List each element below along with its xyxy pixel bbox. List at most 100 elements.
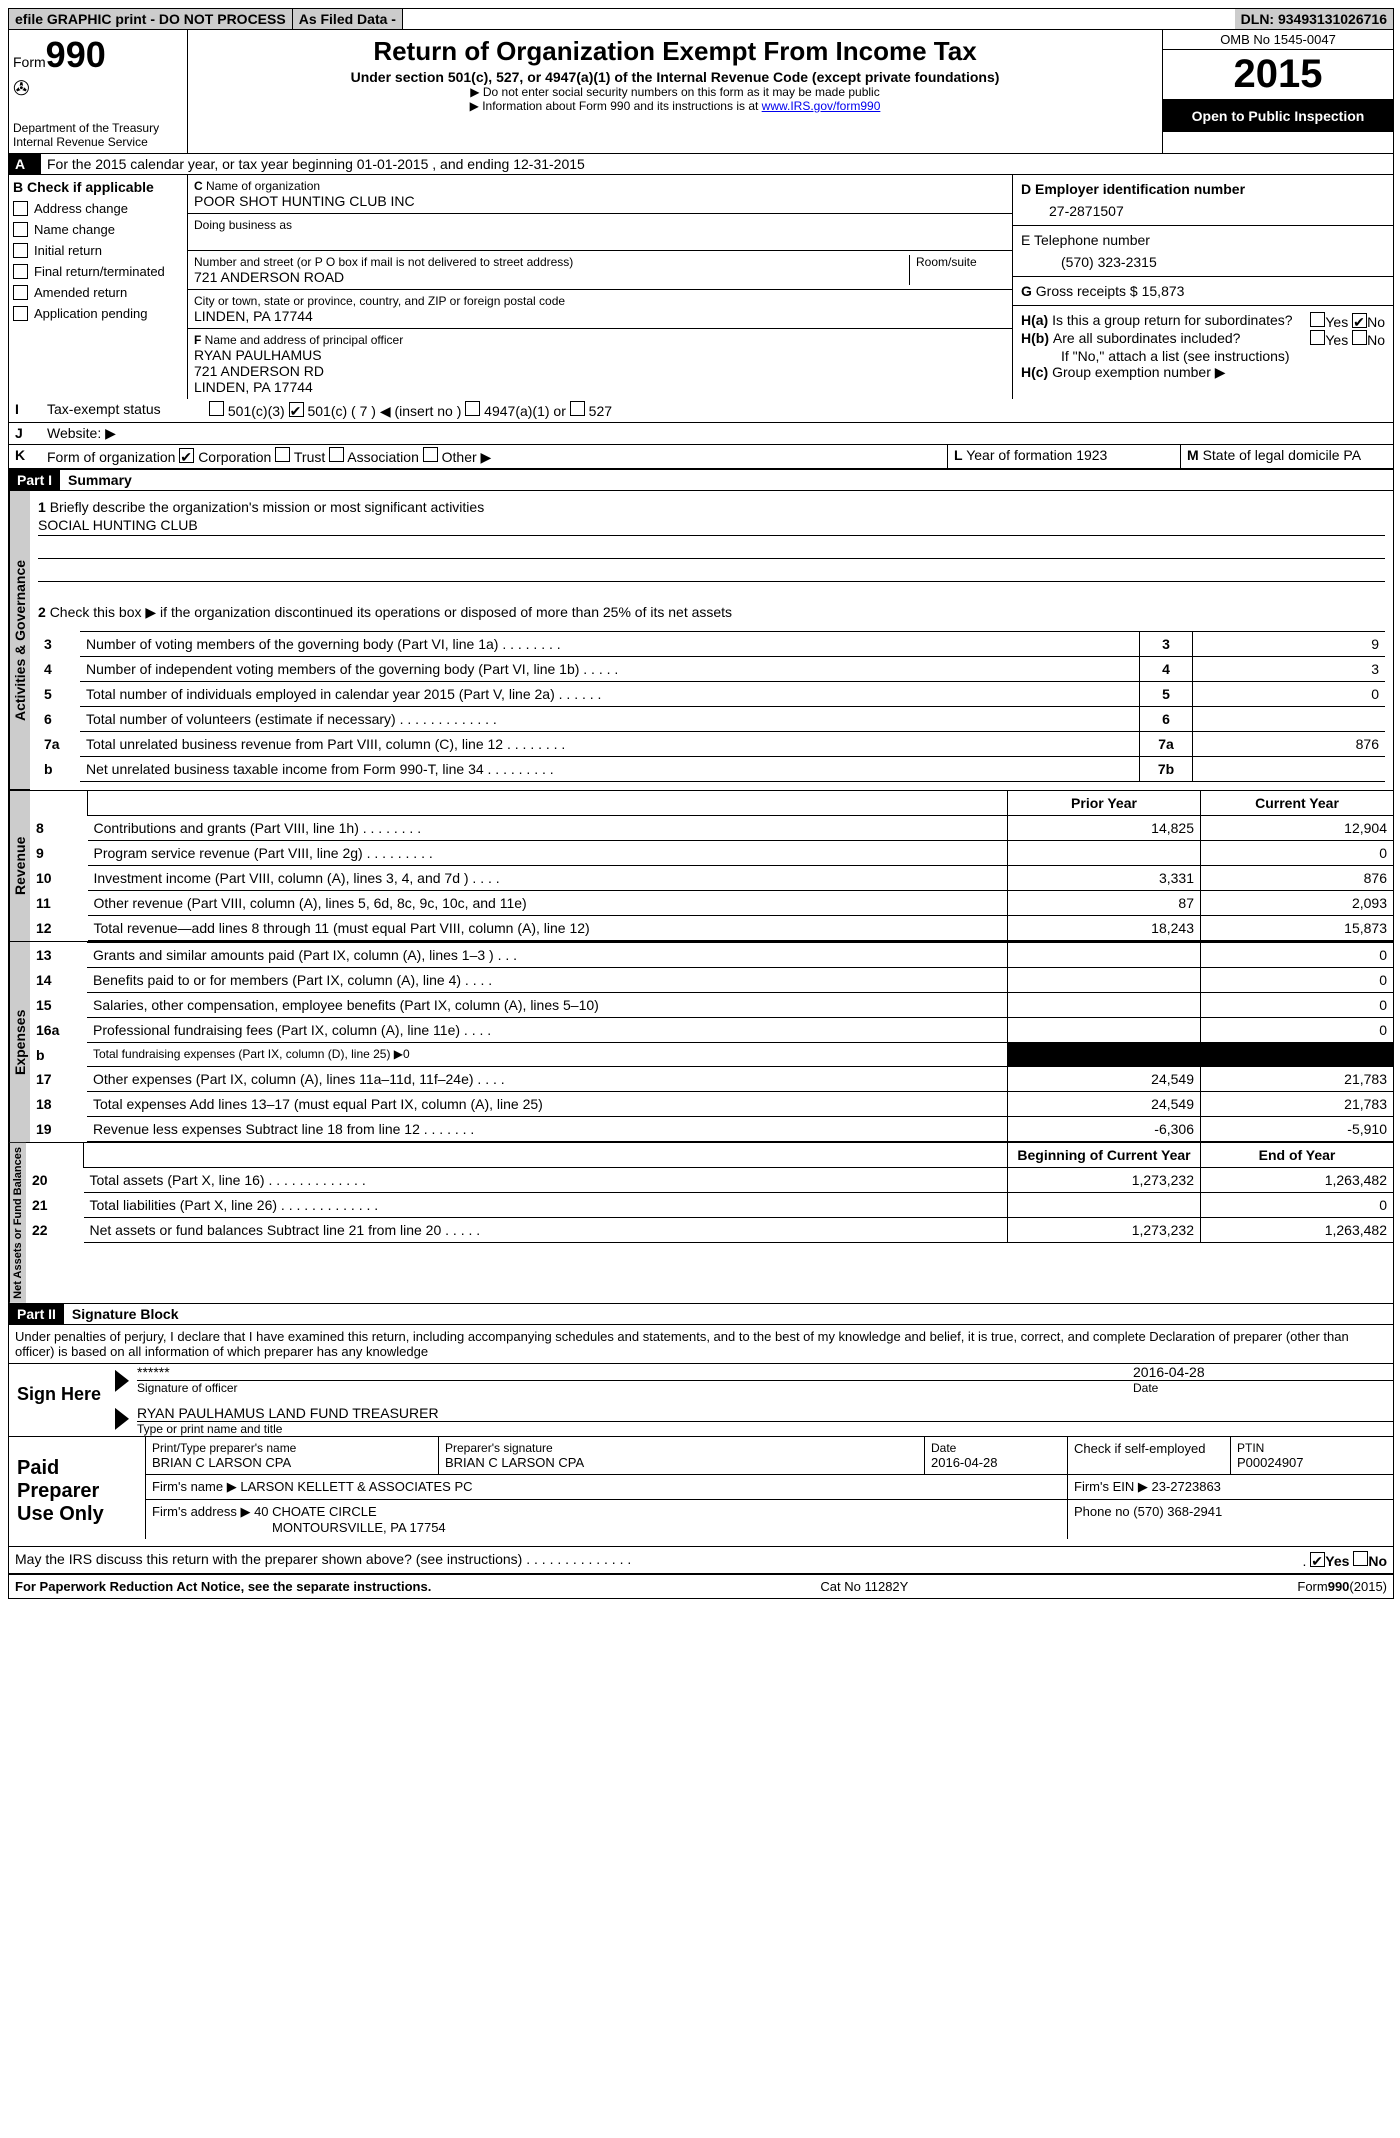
- preparer-sig: BRIAN C LARSON CPA: [445, 1455, 918, 1470]
- netassets-row: 21 Total liabilities (Part X, line 26) .…: [26, 1193, 1393, 1218]
- current-value: 12,904: [1201, 816, 1394, 841]
- date-label: Date: [1133, 1381, 1393, 1395]
- omb-number: OMB No 1545-0047: [1163, 30, 1393, 50]
- activities-governance-block: Activities & Governance 1 Briefly descri…: [9, 491, 1393, 790]
- form-number-block: Form990 ✇ Department of the Treasury Int…: [9, 30, 188, 153]
- part2-title: Signature Block: [64, 1306, 179, 1322]
- line-label: Program service revenue (Part VIII, line…: [88, 841, 1008, 866]
- ptin-value: P00024907: [1237, 1455, 1387, 1470]
- 527-check[interactable]: [570, 401, 585, 416]
- 501c-check[interactable]: ✔: [289, 402, 304, 417]
- line-label: Professional fundraising fees (Part IX, …: [87, 1018, 1008, 1043]
- check-name-change[interactable]: Name change: [13, 222, 183, 237]
- check-amended-return[interactable]: Amended return: [13, 285, 183, 300]
- irs-label: Internal Revenue Service: [13, 135, 183, 149]
- form-title: Return of Organization Exempt From Incom…: [192, 36, 1158, 67]
- irs-link[interactable]: www.IRS.gov/form990: [762, 99, 881, 113]
- preparer-name-label: Print/Type preparer's name: [152, 1441, 432, 1455]
- ein-value: 27-2871507: [1021, 197, 1385, 219]
- city-state-zip: LINDEN, PA 17744: [194, 308, 1006, 324]
- boy-value: 1,273,232: [1008, 1168, 1201, 1193]
- line-number: 14: [30, 968, 87, 993]
- summary-row: b Net unrelated business taxable income …: [38, 757, 1385, 782]
- officer-name: RYAN PAULHAMUS: [194, 347, 1006, 363]
- corp-check[interactable]: ✔: [179, 448, 194, 463]
- revenue-block: Revenue Prior Year Current Year 8 Contri…: [9, 790, 1393, 941]
- check-final-return[interactable]: Final return/terminated: [13, 264, 183, 279]
- line-number: 7a: [38, 732, 80, 757]
- revenue-row: 10 Investment income (Part VIII, column …: [30, 866, 1393, 891]
- discuss-no-check[interactable]: [1353, 1551, 1368, 1566]
- part1-label: Part I: [9, 470, 60, 490]
- prior-value: -6,306: [1008, 1117, 1201, 1142]
- netassets-block: Net Assets or Fund Balances Beginning of…: [9, 1142, 1393, 1303]
- current-value: 21,783: [1201, 1067, 1394, 1092]
- expenses-block: Expenses 13 Grants and similar amounts p…: [9, 941, 1393, 1142]
- prior-value: [1008, 841, 1201, 866]
- check-initial-return[interactable]: Initial return: [13, 243, 183, 258]
- line-col: 7a: [1140, 732, 1193, 757]
- prior-value: 14,825: [1008, 816, 1201, 841]
- 4947-check[interactable]: [465, 401, 480, 416]
- line-number: 4: [38, 657, 80, 682]
- org-name: POOR SHOT HUNTING CLUB INC: [194, 193, 1006, 209]
- assoc-check[interactable]: [329, 447, 344, 462]
- current-value: 15,873: [1201, 916, 1394, 941]
- sig-officer-label: Signature of officer: [137, 1381, 1133, 1395]
- ha-no-check[interactable]: ✔: [1352, 313, 1367, 328]
- sig-date: 2016-04-28: [1133, 1364, 1393, 1380]
- dept-treasury: Department of the Treasury: [13, 121, 183, 135]
- preparer-table: Print/Type preparer's name BRIAN C LARSO…: [145, 1437, 1393, 1539]
- section-d-h: D Employer identification number 27-2871…: [1013, 175, 1393, 399]
- eoy-value: 0: [1201, 1193, 1394, 1218]
- check-address-change[interactable]: Address change: [13, 201, 183, 216]
- line-number: 12: [30, 916, 88, 941]
- line-label: Other revenue (Part VIII, column (A), li…: [88, 891, 1008, 916]
- firm-phone-label: Phone no: [1074, 1504, 1130, 1519]
- hb-yes-check[interactable]: [1310, 330, 1325, 345]
- prior-value: 24,549: [1008, 1067, 1201, 1092]
- eoy-value: 1,263,482: [1201, 1218, 1394, 1243]
- ha-yes-check[interactable]: [1310, 312, 1325, 327]
- summary-row: 4 Number of independent voting members o…: [38, 657, 1385, 682]
- paid-preparer-label: Paid Preparer Use Only: [9, 1437, 145, 1546]
- line-label: Total number of volunteers (estimate if …: [80, 707, 1140, 732]
- line-label: Salaries, other compensation, employee b…: [87, 993, 1008, 1018]
- firm-name: LARSON KELLETT & ASSOCIATES PC: [240, 1479, 472, 1494]
- trust-check[interactable]: [275, 447, 290, 462]
- 501c3-check[interactable]: [209, 401, 224, 416]
- discuss-yes-check[interactable]: ✔: [1310, 1552, 1325, 1567]
- self-employed-check[interactable]: Check if self-employed: [1074, 1441, 1206, 1456]
- line-label: Total liabilities (Part X, line 26) . . …: [84, 1193, 1008, 1218]
- line-number: 18: [30, 1092, 87, 1117]
- line-label: Other expenses (Part IX, column (A), lin…: [87, 1067, 1008, 1092]
- other-check[interactable]: [423, 447, 438, 462]
- type-print-label: Type or print name and title: [137, 1422, 1393, 1436]
- tax-exempt-label: Tax-exempt status: [41, 399, 203, 422]
- revenue-row: 9 Program service revenue (Part VIII, li…: [30, 841, 1393, 866]
- expense-row: b Total fundraising expenses (Part IX, c…: [30, 1043, 1393, 1067]
- line-number: 11: [30, 891, 88, 916]
- check-application-pending[interactable]: Application pending: [13, 306, 183, 321]
- line-col: 5: [1140, 682, 1193, 707]
- firm-ein: 23-2723863: [1152, 1479, 1221, 1494]
- website-row: J Website: ▶: [9, 423, 1393, 445]
- eoy-value: 1,263,482: [1201, 1168, 1394, 1193]
- line-number: 20: [26, 1168, 84, 1193]
- section-c-block: C Name of organization POOR SHOT HUNTING…: [188, 175, 1013, 399]
- firm-name-label: Firm's name ▶: [152, 1479, 237, 1494]
- org-name-label: Name of organization: [206, 179, 320, 193]
- vert-net-assets: Net Assets or Fund Balances: [9, 1143, 26, 1303]
- ein-label: Employer identification number: [1035, 181, 1245, 197]
- col-end: End of Year: [1201, 1143, 1394, 1168]
- officer-title: RYAN PAULHAMUS LAND FUND TREASURER: [137, 1405, 1393, 1422]
- sign-here-block: Sign Here ****** 2016-04-28 Signature of…: [9, 1364, 1393, 1437]
- line-number: b: [38, 757, 80, 782]
- expense-row: 16a Professional fundraising fees (Part …: [30, 1018, 1393, 1043]
- hb-no-check[interactable]: [1352, 330, 1367, 345]
- section-b-checks: B Check if applicable Address change Nam…: [9, 175, 188, 399]
- line-number: 16a: [30, 1018, 87, 1043]
- open-to-public: Open to Public Inspection: [1163, 100, 1393, 132]
- line-number: 8: [30, 816, 88, 841]
- line-number: 3: [38, 632, 80, 657]
